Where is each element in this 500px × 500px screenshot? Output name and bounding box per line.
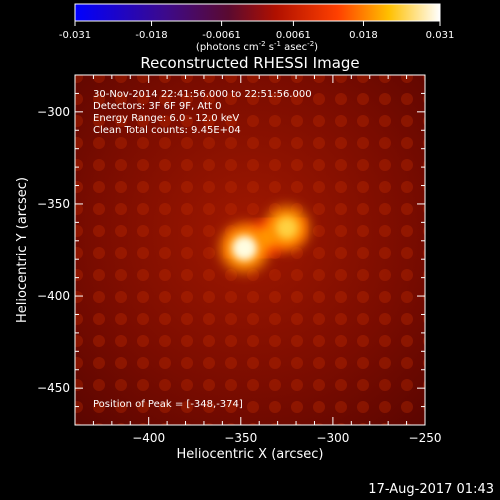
- colorbar-tick-label: 0.018: [349, 30, 378, 41]
- timestamp-footer: 17-Aug-2017 01:43: [368, 482, 494, 497]
- y-tick-label: −450: [37, 381, 70, 395]
- colorbar-tick-label: 0.0061: [276, 30, 311, 41]
- x-tick-label: −350: [224, 431, 257, 445]
- x-tick-label: −300: [316, 431, 349, 445]
- info-block: 30-Nov-2014 22:41:56.000 to 22:51:56.000…: [93, 89, 312, 136]
- axes: −400 −350 −300 −250 −300 −350 −400 −450: [37, 74, 442, 445]
- info-line: Energy Range: 6.0 - 12.0 keV: [93, 113, 239, 124]
- y-axis-label: Heliocentric Y (arcsec): [15, 177, 30, 323]
- y-tick-label: −350: [37, 197, 70, 211]
- x-tick-label: −250: [409, 431, 442, 445]
- image-area: [75, 75, 425, 425]
- colorbar-unit-label: (photons cm-2 s-1 asec-2): [196, 40, 318, 53]
- colorbar-ticks: -0.031 -0.018 -0.0061 0.0061 0.018 0.031: [59, 21, 454, 41]
- colorbar-tick-label: 0.031: [426, 30, 455, 41]
- colorbar-tick-label: -0.0061: [202, 30, 241, 41]
- x-axis-label: Heliocentric X (arcsec): [177, 447, 324, 462]
- info-line: Detectors: 3F 6F 9F, Att 0: [93, 101, 221, 112]
- info-line: Clean Total counts: 9.45E+04: [93, 125, 241, 136]
- colorbar-tick-label: -0.018: [135, 30, 167, 41]
- y-tick-label: −400: [37, 289, 70, 303]
- colorbar-tick-label: -0.031: [59, 30, 91, 41]
- colorbar: [74, 3, 441, 22]
- source-core: [231, 235, 258, 261]
- x-tick-label: −400: [132, 431, 165, 445]
- source-core: [275, 216, 298, 239]
- chart-title: Reconstructed RHESSI Image: [140, 54, 359, 72]
- plot-frame: [74, 74, 426, 426]
- peak-position-text: Position of Peak = [-348,-374]: [93, 399, 243, 410]
- y-tick-label: −300: [37, 105, 70, 119]
- info-line: 30-Nov-2014 22:41:56.000 to 22:51:56.000: [93, 89, 312, 100]
- sources-layer: [220, 206, 309, 273]
